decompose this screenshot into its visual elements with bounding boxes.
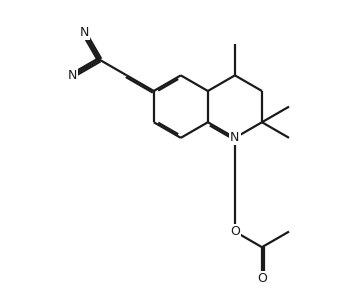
Text: N: N [68,69,77,82]
Text: O: O [230,225,240,238]
Text: N: N [79,26,89,39]
Text: N: N [230,131,240,144]
Text: O: O [257,272,267,285]
